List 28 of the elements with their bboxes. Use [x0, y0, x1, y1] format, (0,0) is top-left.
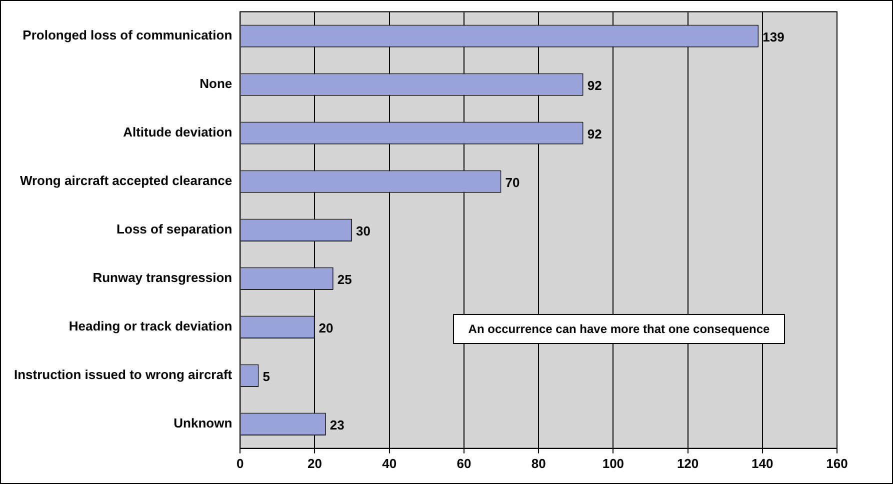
y-tick-label: Unknown — [174, 416, 232, 431]
data-label: 92 — [587, 126, 602, 142]
x-tick-label: 40 — [382, 456, 397, 471]
x-tick-label: 120 — [676, 456, 699, 471]
x-tick-label: 80 — [531, 456, 546, 471]
data-label: 23 — [330, 418, 344, 433]
data-label: 30 — [356, 224, 371, 239]
y-tick-label: Heading or track deviation — [68, 318, 232, 334]
y-tick-label: None — [200, 76, 232, 92]
data-label: 5 — [262, 369, 270, 384]
x-tick-label: 140 — [752, 456, 774, 471]
y-tick-label: Altitude deviation — [123, 124, 232, 140]
x-tick-label: 20 — [308, 456, 322, 471]
y-tick-label: Runway transgression — [92, 270, 232, 286]
x-tick-label: 100 — [602, 456, 624, 471]
y-tick-label: Prolonged loss of communication — [22, 28, 232, 43]
y-tick-label: Instruction issued to wrong aircraft — [14, 367, 233, 382]
data-label: 20 — [318, 320, 334, 336]
y-tick-label: Loss of separation — [116, 222, 232, 237]
data-label: 70 — [505, 175, 520, 190]
data-label: 92 — [587, 78, 602, 94]
y-tick-label: Wrong aircraft accepted clearance — [20, 173, 232, 188]
data-label: 25 — [337, 272, 352, 288]
x-tick-label: 60 — [456, 456, 472, 471]
annotation: An occurrence can have more that one consequence — [453, 314, 785, 344]
data-label: 139 — [762, 30, 784, 45]
x-tick-label: 0 — [236, 456, 244, 471]
x-tick-label: 160 — [826, 456, 848, 471]
